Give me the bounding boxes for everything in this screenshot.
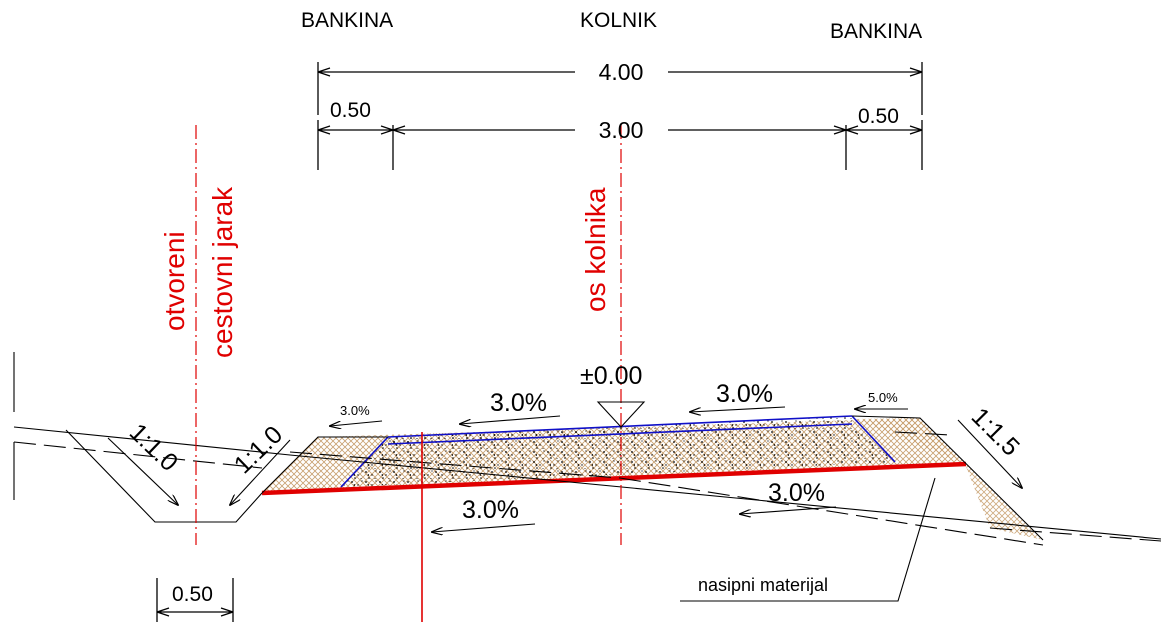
dim-shoulder-left-text: 0.50 <box>330 99 371 122</box>
ditch-slope-right-text: 1:1.0 <box>229 421 288 480</box>
slope-top-right-text: 3.0% <box>716 380 773 408</box>
formation-line <box>261 461 967 496</box>
slope-top-left-text: 3.0% <box>490 389 547 417</box>
base-course-right-edge <box>851 415 896 463</box>
arrow-bottom-left <box>432 523 536 532</box>
embankment-outline <box>261 415 1044 541</box>
ditch-label-line-2: cestovni jarak <box>207 186 238 358</box>
slope-bottom-right-text: 3.0% <box>768 479 825 507</box>
pavement-surface <box>388 416 852 444</box>
arrow-ditch-left <box>107 437 178 505</box>
ground-line <box>13 426 1161 540</box>
arrow-top-right <box>690 406 786 412</box>
arrow-ditch-right <box>230 439 291 505</box>
ditch-label-line-1: otvoreni <box>159 231 190 331</box>
dim-total-text: 4.00 <box>599 59 644 85</box>
slope-shoulder-left-text: 3.0% <box>340 403 370 418</box>
dim-total-tick-right <box>909 67 923 77</box>
dim-ditch-bottom-text: 0.50 <box>172 583 213 606</box>
fill-material-text: nasipni materijal <box>698 575 828 595</box>
arrow-embankment <box>957 419 1022 488</box>
dim-carriageway-text: 3.00 <box>599 117 644 143</box>
label-bankina-right: BANKINA <box>830 20 922 43</box>
dim-carriageway-ticks <box>317 125 923 135</box>
arrow-shoulder-left <box>330 420 383 426</box>
dim-total-tick-left <box>317 67 331 77</box>
ground-line-dashed <box>13 441 1161 542</box>
existing-subgrade-dashed <box>289 431 1044 546</box>
dim-ditch-bottom <box>156 578 234 622</box>
slope-bottom-left-text: 3.0% <box>462 496 519 524</box>
arrow-top-left <box>460 415 561 424</box>
label-bankina-left: BANKINA <box>301 9 393 32</box>
elevation-triangle <box>596 401 646 428</box>
dim-carriageway-ext-right <box>845 120 923 170</box>
embankment-fill-right <box>855 418 1043 540</box>
embankment-slope-text: 1:1.5 <box>966 402 1025 461</box>
ditch-slope-left-text: 1:1.0 <box>124 418 183 477</box>
dim-shoulder-right-text: 0.50 <box>858 105 899 128</box>
wearing-course-bottom <box>387 423 853 445</box>
dim-carriageway-ext-left <box>317 120 394 170</box>
label-kolnik: KOLNIK <box>580 9 657 32</box>
arrow-bottom-right <box>740 506 837 514</box>
fill-material-leader <box>680 477 936 602</box>
axis-label: os kolnika <box>580 187 611 312</box>
slope-shoulder-right-text: 5.0% <box>868 390 898 405</box>
elevation-text: ±0.00 <box>580 362 642 390</box>
